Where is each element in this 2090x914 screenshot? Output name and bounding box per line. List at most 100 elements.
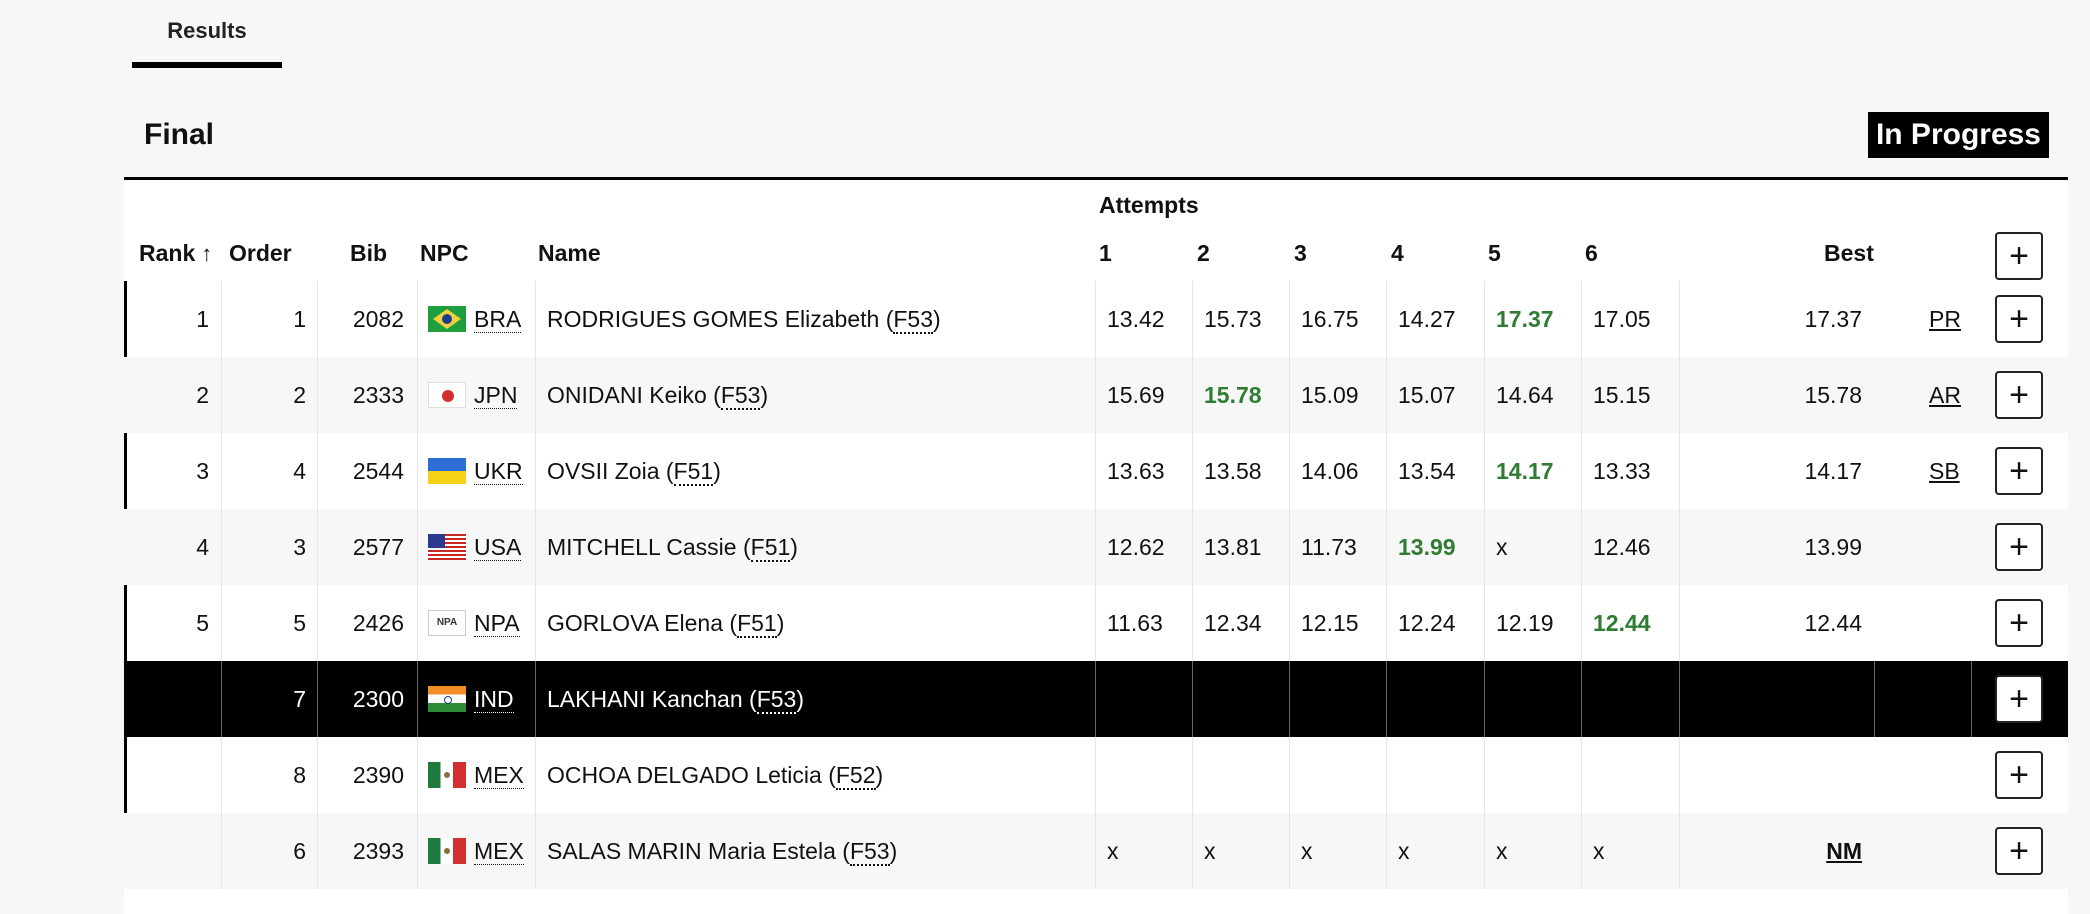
table-row[interactable]: 4 3 2577 USA MITCHELL Cassie (F51) 12.62 13.81…: [124, 509, 2068, 585]
column-divider: [417, 433, 418, 509]
npc-cell: UKR: [428, 433, 528, 509]
column-divider: [1679, 813, 1680, 889]
sport-class[interactable]: F51: [673, 458, 714, 486]
sort-ascending-icon[interactable]: ↑: [201, 241, 213, 266]
column-divider: [535, 509, 536, 585]
column-divider: [1095, 661, 1096, 737]
expand-row-button[interactable]: +: [1995, 599, 2043, 647]
npc-code[interactable]: MEX: [474, 761, 524, 789]
npc-code[interactable]: USA: [474, 533, 522, 561]
expand-row-button[interactable]: +: [1995, 751, 2043, 799]
npc-column-header: NPC: [420, 240, 469, 266]
bib-cell: 2426: [352, 610, 404, 636]
attempt-5-cell: 14.17: [1496, 458, 1554, 484]
order-cell: 6: [293, 838, 306, 864]
column-divider: [221, 661, 222, 737]
column-divider: [1484, 281, 1485, 357]
rank-cell: [124, 661, 209, 737]
column-divider: [1484, 813, 1485, 889]
sport-class[interactable]: F53: [720, 382, 761, 410]
sport-class[interactable]: F51: [737, 610, 777, 638]
jpn-flag-icon: [428, 382, 466, 408]
sport-class[interactable]: F53: [893, 306, 934, 334]
column-divider: [1289, 737, 1290, 813]
plus-icon: +: [2009, 528, 2029, 566]
column-divider: [1386, 585, 1387, 661]
table-row[interactable]: 7 2300 IND LAKHANI Kanchan (F53) +: [124, 661, 2068, 737]
column-divider: [1581, 585, 1582, 661]
best-mark: 15.78: [1804, 382, 1862, 408]
npc-code[interactable]: BRA: [474, 305, 522, 333]
attempt-4-cell: 13.99: [1398, 534, 1456, 560]
sport-class[interactable]: F52: [835, 762, 876, 790]
table-row[interactable]: 8 2390 MEX OCHOA DELGADO Leticia (F52) +: [124, 737, 2068, 813]
plus-icon: +: [2009, 300, 2029, 338]
tab-results[interactable]: Results: [167, 18, 247, 43]
athlete-name[interactable]: OCHOA DELGADO Leticia: [547, 762, 822, 788]
npc-code[interactable]: NPA: [474, 609, 520, 637]
table-row[interactable]: 3 4 2544 UKR OVSII Zoia (F51) 13.63 13.58 14.06…: [124, 433, 2068, 509]
table-row[interactable]: 5 5 2426 NPA NPA GORLOVA Elena (F51) 11.63 12.3…: [124, 585, 2068, 661]
athlete-name[interactable]: GORLOVA Elena: [547, 610, 723, 636]
attempt-3-cell: [1289, 661, 1385, 737]
rank-cell: [124, 737, 209, 813]
expand-row-button[interactable]: +: [1995, 295, 2043, 343]
column-divider: [1874, 661, 1875, 737]
rank-column-header[interactable]: Rank ↑: [139, 240, 212, 267]
order-cell: 7: [293, 686, 306, 712]
event-title: Final: [144, 118, 215, 151]
attempt-2-cell: 15.78: [1204, 382, 1262, 408]
column-divider: [1581, 661, 1582, 737]
npc-cell: MEX: [428, 813, 528, 889]
npc-code[interactable]: UKR: [474, 457, 523, 485]
attempt-4-cell: x: [1398, 838, 1410, 864]
plus-icon: +: [2009, 604, 2029, 642]
expand-row-button[interactable]: +: [1995, 675, 2043, 723]
athlete-name[interactable]: MITCHELL Cassie: [547, 534, 737, 560]
sport-class[interactable]: F53: [756, 686, 797, 714]
order-cell: 4: [293, 458, 306, 484]
expand-cell: +: [1995, 281, 2043, 357]
attempt-4-cell: 13.54: [1398, 458, 1456, 484]
record-badge[interactable]: SB: [1929, 458, 1960, 484]
column-divider: [417, 509, 418, 585]
expand-row-button[interactable]: +: [1995, 447, 2043, 495]
column-divider: [1581, 357, 1582, 433]
rank-cell: 1: [196, 306, 209, 332]
athlete-name[interactable]: OVSII Zoia: [547, 458, 660, 484]
athlete-name-cell: SALAS MARIN Maria Estela (F53): [547, 838, 898, 866]
column-divider: [1192, 661, 1193, 737]
attempt-3-cell: x: [1301, 838, 1313, 864]
attempt-4-header: 4: [1391, 240, 1404, 266]
npc-code[interactable]: MEX: [474, 837, 524, 865]
column-divider: [1484, 357, 1485, 433]
column-divider: [1679, 433, 1680, 509]
sport-class[interactable]: F51: [750, 534, 791, 562]
record-badge[interactable]: AR: [1929, 382, 1961, 408]
expand-all-button[interactable]: +: [1995, 232, 2043, 280]
expand-row-button[interactable]: +: [1995, 371, 2043, 419]
sport-class[interactable]: F53: [849, 838, 890, 866]
athlete-name[interactable]: LAKHANI Kanchan: [547, 686, 743, 712]
column-divider: [221, 813, 222, 889]
expand-row-button[interactable]: +: [1995, 523, 2043, 571]
column-divider: [1484, 509, 1485, 585]
table-row[interactable]: 2 2 2333 JPN ONIDANI Keiko (F53) 15.69 15.78 15…: [124, 357, 2068, 433]
best-cell: 12.44: [1679, 585, 1862, 661]
best-mark[interactable]: NM: [1826, 838, 1862, 864]
table-row[interactable]: 6 2393 MEX SALAS MARIN Maria Estela (F53) x x…: [124, 813, 2068, 889]
attempt-3-cell: 12.15: [1301, 610, 1359, 636]
athlete-name[interactable]: RODRIGUES GOMES Elizabeth: [547, 306, 880, 332]
athlete-name[interactable]: ONIDANI Keiko: [547, 382, 707, 408]
table-row[interactable]: 1 1 2082 BRA RODRIGUES GOMES Elizabeth (F53)…: [124, 281, 2068, 357]
npc-code[interactable]: JPN: [474, 381, 518, 409]
best-mark: 17.37: [1804, 306, 1862, 332]
column-divider: [317, 509, 318, 585]
expand-row-button[interactable]: +: [1995, 827, 2043, 875]
column-divider: [1095, 737, 1096, 813]
athlete-name[interactable]: SALAS MARIN Maria Estela: [547, 838, 836, 864]
record-badge[interactable]: PR: [1929, 306, 1961, 332]
npc-code[interactable]: IND: [474, 685, 514, 713]
column-divider: [1679, 585, 1680, 661]
results-rows: 1 1 2082 BRA RODRIGUES GOMES Elizabeth (F53)…: [124, 281, 2068, 889]
